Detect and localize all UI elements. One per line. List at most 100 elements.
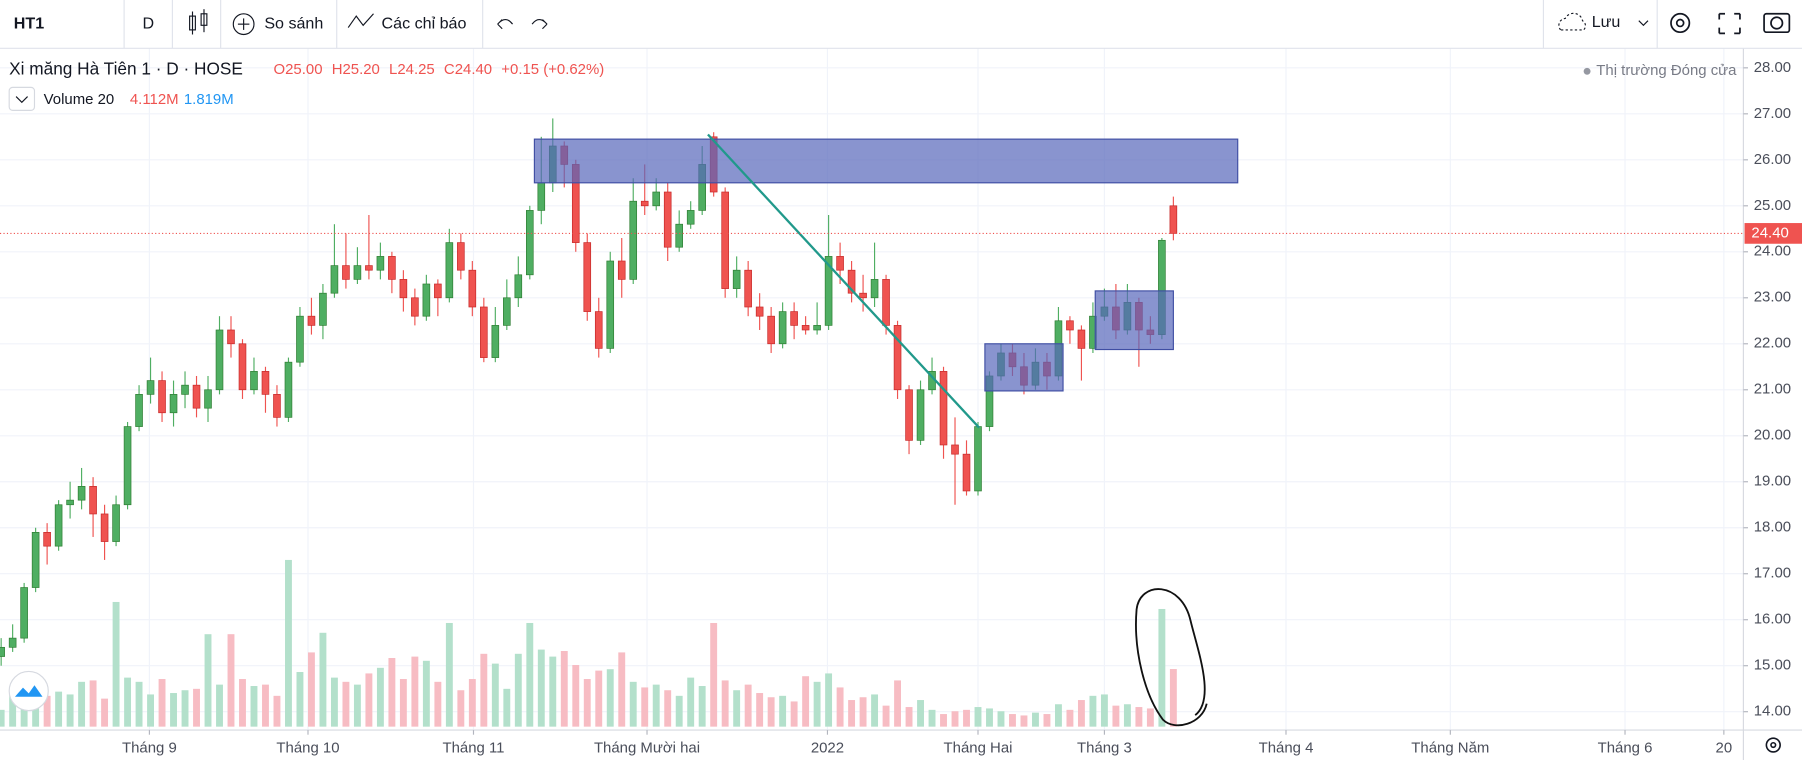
y-tick-label: 28.00: [1754, 59, 1791, 76]
ohlc-value: +0.15 (+0.62%): [501, 61, 604, 78]
zone-rectangle[interactable]: [984, 343, 1064, 392]
volume-bar: [422, 660, 430, 727]
candle-body: [468, 269, 477, 308]
y-tick-label: 16.00: [1754, 611, 1791, 628]
candle-body: [330, 265, 339, 294]
candle-body: [1169, 205, 1178, 234]
volume-bar: [20, 705, 28, 727]
freehand-circle[interactable]: [1135, 588, 1208, 727]
x-tick-label: Tháng 4: [1259, 739, 1314, 756]
volume-bar: [411, 656, 419, 727]
volume-bar: [537, 649, 545, 727]
volume-bar: [974, 707, 982, 727]
volume-bar: [170, 693, 177, 727]
candle-body: [640, 200, 649, 207]
undo-button[interactable]: [497, 18, 514, 30]
status-dot: [1583, 67, 1591, 75]
symbol-button[interactable]: HT1: [14, 14, 44, 32]
volume-bar: [503, 688, 511, 727]
candle-body: [215, 329, 224, 391]
volume-bar: [825, 673, 833, 727]
volume-bar: [779, 695, 787, 727]
redo-button[interactable]: [531, 18, 548, 30]
time-settings-button[interactable]: [1765, 737, 1781, 753]
x-tick-label: Tháng 11: [442, 739, 504, 756]
volume-bar: [112, 601, 120, 727]
indicators-icon: [347, 13, 374, 28]
screenshot-button[interactable]: [1763, 12, 1791, 34]
candles: [0, 118, 1178, 666]
volume-bar: [262, 684, 269, 727]
volume-bar: [491, 663, 499, 727]
logo: [8, 670, 49, 712]
trend-line[interactable]: [707, 133, 980, 429]
y-tick-label: 26.00: [1754, 151, 1791, 168]
x-tick-label: Tháng Năm: [1411, 739, 1489, 756]
volume-bar: [216, 684, 223, 727]
x-tick-label: Tháng 10: [276, 739, 339, 756]
toolbar: [0, 0, 1802, 49]
volume-bar: [1020, 715, 1028, 727]
volume-legend-name: Volume 20: [44, 91, 115, 108]
volume-bar: [882, 705, 890, 727]
y-tick-label: 17.00: [1754, 565, 1791, 582]
zone-rectangle[interactable]: [1094, 290, 1174, 351]
candle-body: [480, 306, 488, 358]
candle-body: [905, 389, 913, 441]
volume-bar: [204, 634, 212, 727]
candle-body: [526, 210, 534, 276]
volume-bar: [147, 694, 154, 727]
volume-bar: [514, 653, 522, 727]
volume-bar: [560, 651, 568, 727]
candle-body: [146, 380, 155, 395]
volume-bar: [1135, 707, 1143, 727]
volume-bar: [376, 667, 384, 727]
y-tick-label: 18.00: [1754, 519, 1791, 536]
indicators-button[interactable]: Các chỉ báo: [382, 14, 467, 32]
ohlc-value: C24.40: [444, 61, 492, 78]
ohlc-value: O25.00: [274, 61, 323, 78]
volume-bar: [733, 690, 741, 727]
volume-bar: [687, 677, 695, 727]
compare-button[interactable]: So sánh: [264, 14, 323, 32]
chart-type-button[interactable]: [189, 9, 208, 35]
candle-body: [813, 325, 821, 331]
collapse-button[interactable]: [8, 86, 36, 111]
volume-bar: [963, 709, 970, 727]
x-tick-label: 20: [1716, 739, 1733, 756]
volume-bar: [1146, 708, 1154, 727]
volume-bar: [55, 691, 63, 727]
candle-body: [169, 394, 178, 414]
volume-bar: [940, 714, 947, 727]
x-tick-label: Tháng 6: [1598, 739, 1653, 756]
volume-bar: [1066, 709, 1074, 727]
y-tick-label: 22.00: [1754, 335, 1791, 352]
volume-bar: [595, 670, 603, 727]
zone-rectangle[interactable]: [533, 138, 1239, 184]
last-price-box: [1744, 223, 1802, 244]
candle-body: [376, 256, 385, 271]
fullscreen-button[interactable]: [1718, 12, 1741, 35]
volume-legend-ma: 1.819M: [184, 91, 234, 108]
y-tick-label: 21.00: [1754, 381, 1791, 398]
volume-bar: [468, 679, 476, 727]
save-button[interactable]: Lưu: [1592, 13, 1621, 31]
volume-bar: [698, 686, 706, 727]
volume-bar: [583, 679, 591, 727]
candle-body: [89, 486, 97, 515]
candle-body: [778, 311, 787, 345]
settings-button[interactable]: [1670, 12, 1691, 34]
candle-body: [307, 315, 316, 326]
candle-body: [365, 265, 373, 271]
save-menu[interactable]: [1638, 20, 1649, 27]
volume-bar: [871, 694, 879, 727]
candle-body: [399, 279, 408, 299]
candle-body: [962, 453, 971, 492]
interval-button[interactable]: D: [143, 14, 155, 32]
candle-body: [238, 343, 247, 391]
candle-body: [273, 394, 281, 418]
candle-body: [755, 306, 764, 317]
volume-bar: [848, 700, 856, 727]
market-status: Thị trường Đóng cửa: [1596, 62, 1737, 79]
